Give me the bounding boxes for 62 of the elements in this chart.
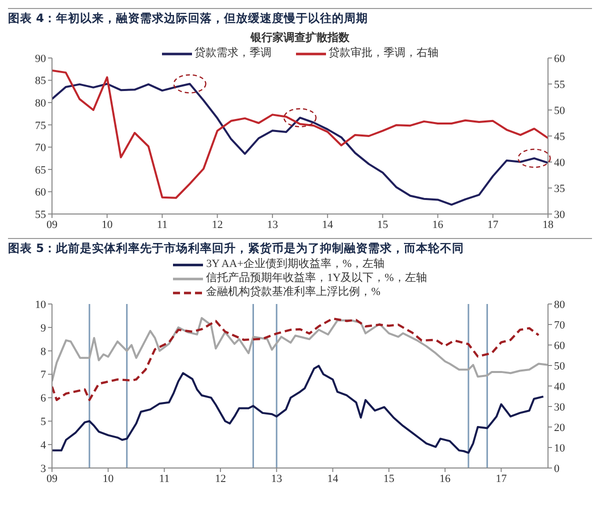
x-tick-label: 15 — [383, 472, 395, 485]
x-tick-label: 12 — [214, 472, 226, 485]
y-tick-label: 3 — [40, 462, 46, 475]
y2-tick-label: 0 — [554, 462, 560, 475]
legend-label: 贷款审批，季调，右轴 — [328, 47, 438, 60]
x-tick-label: 13 — [266, 218, 278, 231]
y-tick-label: 5 — [40, 416, 46, 428]
y2-tick-label: 40 — [554, 156, 566, 169]
line-series — [52, 317, 548, 382]
y2-tick-label: 35 — [554, 182, 566, 195]
y-tick-label: 7 — [40, 369, 46, 382]
y2-tick-label: 60 — [554, 340, 566, 352]
y-tick-label: 90 — [35, 52, 46, 65]
y-tick-label: 9 — [40, 322, 46, 334]
chart-title: 图表 5：此前是实体利率先于市场利率回升，紧货币是为了抑制融资需求，而本轮不同 — [8, 238, 592, 258]
y2-tick-label: 10 — [554, 442, 566, 454]
legend-title: 银行家调查扩散指数 — [250, 30, 350, 45]
y-tick-label: 60 — [35, 186, 46, 199]
x-tick-label: 16 — [440, 472, 452, 485]
y2-tick-label: 30 — [554, 208, 566, 221]
y-tick-label: 8 — [40, 346, 46, 358]
legend-label: 3Y AA+企业债到期收益率，%，左轴 — [206, 258, 385, 271]
y-tick-label: 80 — [35, 97, 46, 110]
y2-tick-label: 60 — [554, 52, 566, 65]
x-tick-label: 14 — [322, 218, 334, 231]
y2-tick-label: 70 — [554, 319, 566, 332]
x-tick-label: 14 — [327, 472, 339, 485]
y-tick-label: 4 — [40, 439, 46, 452]
legend-label: 贷款需求，季调 — [194, 47, 272, 60]
x-tick-label: 10 — [102, 472, 114, 485]
y2-tick-label: 45 — [554, 130, 566, 143]
y-tick-label: 85 — [35, 75, 46, 88]
x-tick-label: 11 — [159, 472, 170, 485]
x-tick-label: 15 — [377, 218, 389, 231]
y2-tick-label: 30 — [554, 401, 566, 414]
y2-tick-label: 55 — [554, 78, 566, 91]
y-tick-label: 70 — [35, 142, 46, 154]
x-tick-label: 12 — [212, 218, 223, 231]
y-tick-label: 65 — [35, 164, 46, 176]
x-tick-label: 10 — [102, 218, 114, 231]
y2-tick-label: 20 — [554, 422, 566, 434]
x-tick-label: 16 — [432, 218, 444, 231]
legend-label: 信托产品预期年收益率，1Y及以下，%，左轴 — [206, 272, 427, 285]
line-series — [52, 317, 540, 402]
x-tick-label: 18 — [542, 218, 554, 231]
x-tick-label: 09 — [46, 218, 58, 231]
chart-title: 图表 4：年初以来，融资需求边际回落，但放缓速度慢于以往的周期 — [8, 8, 592, 28]
x-tick-label: 17 — [487, 218, 499, 231]
legend-label: 金融机构贷款基准利率上浮比例，% — [206, 286, 380, 299]
y2-tick-label: 80 — [554, 298, 566, 311]
y-tick-label: 75 — [35, 120, 46, 132]
y-tick-label: 10 — [35, 298, 46, 311]
x-tick-label: 17 — [496, 472, 508, 485]
y2-tick-label: 50 — [554, 360, 566, 372]
x-tick-label: 11 — [156, 218, 168, 231]
y-tick-label: 6 — [40, 392, 46, 405]
x-tick-label: 13 — [271, 472, 283, 485]
y2-tick-label: 50 — [554, 104, 566, 117]
x-tick-label: 09 — [46, 472, 58, 485]
line-series — [52, 364, 544, 454]
y2-tick-label: 40 — [554, 380, 566, 393]
y-tick-label: 55 — [35, 208, 46, 221]
